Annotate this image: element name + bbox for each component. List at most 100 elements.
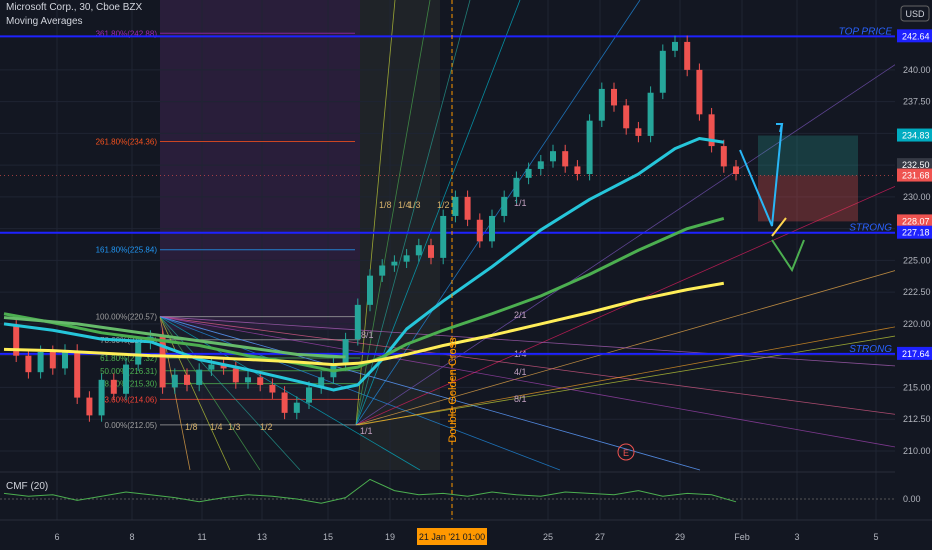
price-label: 232.50 [902, 160, 930, 170]
time-tick: 11 [197, 532, 206, 542]
gann-fan-line [159, 316, 932, 369]
candle-body [257, 377, 264, 385]
candle-body [647, 92, 654, 136]
price-label: 242.64 [902, 31, 930, 41]
fib-level-label: 0.00%(212.05) [105, 421, 158, 430]
level-label: STRONG [849, 223, 892, 234]
price-label: 217.64 [902, 349, 930, 359]
candle-body [440, 215, 447, 258]
gann-zone-bg [360, 0, 440, 470]
candle-body [110, 379, 117, 394]
cmf-line [3, 478, 737, 504]
candle-body [525, 168, 532, 178]
price-tick: 237.50 [903, 97, 931, 107]
candle-body [513, 177, 520, 197]
candle-body [98, 379, 105, 416]
gann-label: 1/4 [398, 200, 411, 210]
price-tick: 215.00 [903, 382, 931, 392]
candle-body [62, 350, 68, 369]
price-label: 234.83 [902, 131, 930, 141]
candle-body [659, 50, 666, 93]
time-cursor-label: 21 Jan '21 01:00 [419, 532, 485, 542]
gann-label: 1/1 [360, 426, 373, 436]
candle-body [379, 265, 386, 276]
time-tick: 19 [385, 532, 395, 542]
candle-body [13, 326, 20, 356]
candle-body [232, 368, 239, 383]
candle-body [318, 377, 325, 388]
price-tick: 212.50 [903, 414, 931, 424]
symbol-title[interactable]: Microsoft Corp., 30, Cboe BZX [6, 2, 143, 13]
candle-body [611, 88, 617, 106]
price-tick: 222.50 [903, 287, 931, 297]
candle-body [86, 397, 93, 416]
gann-fan-line [355, 259, 932, 426]
time-tick: Feb [734, 532, 750, 542]
time-tick: 3 [794, 532, 799, 542]
candle-body [635, 128, 642, 136]
gann-label: 1/4 [210, 422, 223, 432]
time-cursor-bg [417, 528, 487, 545]
candle-body [208, 364, 215, 370]
price-label-bg [897, 346, 932, 360]
gann-fan-line [159, 316, 701, 471]
candle-body [342, 339, 349, 365]
fib-level-label: 61.80%(217.32) [100, 354, 157, 363]
time-tick: 27 [595, 532, 605, 542]
indicator-title[interactable]: Moving Averages [6, 16, 83, 27]
candle-body [476, 219, 483, 242]
price-tick: 210.00 [903, 446, 931, 456]
target-zone [758, 135, 858, 176]
ma-line [3, 281, 725, 367]
candle-body [708, 114, 715, 147]
level-label: TOP PRICE [839, 26, 893, 37]
candle-body [733, 166, 739, 175]
candle-body [403, 255, 410, 262]
cmf-title[interactable]: CMF (20) [6, 481, 49, 492]
candle-body [281, 392, 288, 413]
earnings-label: E [623, 448, 629, 458]
gann-fan-line [159, 316, 932, 454]
time-tick: 29 [675, 532, 685, 542]
candle-body [37, 351, 44, 373]
candle-body [196, 369, 203, 385]
annotation-text: Double Golden Cross [447, 337, 459, 443]
gann-label: 8/1 [361, 330, 374, 340]
time-tick: 13 [257, 532, 267, 542]
candle-body [171, 374, 178, 388]
price-tick: 240.00 [903, 65, 931, 75]
candle-body [184, 374, 190, 385]
price-label: 227.18 [902, 228, 930, 238]
price-label: 231.68 [902, 171, 930, 181]
candle-body [562, 151, 569, 167]
price-tick: 225.00 [903, 255, 931, 265]
candle-body [269, 384, 276, 393]
time-tick: 6 [54, 532, 59, 542]
fib-level-label: 361.80%(242.88) [96, 29, 158, 38]
cmf-tick: 0.00 [903, 494, 921, 504]
earnings-marker [617, 443, 635, 461]
price-label-bg [897, 158, 932, 172]
candle-body [354, 304, 361, 340]
candle-body [501, 196, 508, 216]
candle-body [464, 196, 471, 220]
ma-line [3, 316, 346, 359]
price-label-bg [897, 168, 932, 182]
candle-body [415, 245, 422, 256]
candle-body [306, 387, 312, 403]
candle-body [623, 105, 630, 129]
time-tick: 15 [323, 532, 333, 542]
fib-level-label: 261.80%(234.36) [96, 138, 158, 147]
gann-fan-line [159, 316, 932, 420]
time-tick: 5 [873, 532, 878, 542]
candle-body [696, 69, 703, 115]
gann-label: 1/1 [514, 198, 527, 208]
fib-level-label: 161.80%(225.84) [96, 246, 158, 255]
projection-arrow-green [771, 239, 805, 273]
candle-body [391, 261, 398, 266]
candle-body [25, 355, 32, 373]
currency-label: USD [905, 9, 925, 19]
currency-box[interactable] [900, 5, 930, 22]
price-tick: 220.00 [903, 319, 931, 329]
